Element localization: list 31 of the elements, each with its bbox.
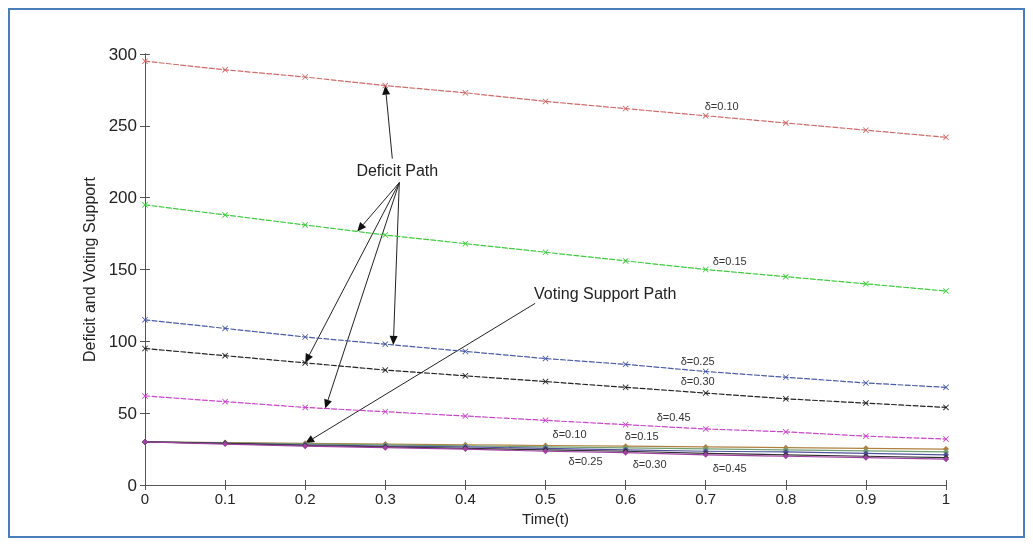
x-tick-label: 0.4	[454, 490, 476, 507]
annotation: δ=0.45	[656, 411, 691, 424]
annotation: δ=0.15	[624, 430, 659, 443]
y-tick-label: 100	[108, 331, 137, 351]
x-tick-label: 1	[941, 490, 951, 507]
y-tick-label: 300	[108, 44, 137, 64]
annotation: δ=0.45	[712, 462, 747, 475]
y-tick-label: 200	[108, 188, 137, 208]
annotation: Voting Support Path	[534, 284, 677, 302]
x-tick-label: 0.8	[775, 490, 797, 507]
y-axis-title: Deficit and Voting Support	[80, 176, 98, 363]
x-tick-label: 0.2	[294, 490, 316, 507]
annotation: δ=0.30	[632, 457, 667, 470]
annotation: Deficit Path	[356, 162, 439, 180]
y-tick-label: 250	[108, 116, 137, 136]
annotation: δ=0.10	[704, 100, 739, 113]
annotation: δ=0.25	[568, 455, 603, 468]
x-tick-label: 0.3	[374, 490, 396, 507]
annotation: δ=0.30	[680, 375, 715, 388]
x-axis-title: Time(t)	[522, 509, 569, 527]
x-tick-label: 0.9	[855, 490, 877, 507]
x-tick-label: 0.5	[535, 490, 556, 507]
annotation: δ=0.25	[680, 354, 715, 367]
annotation: δ=0.10	[552, 427, 587, 440]
x-tick-label: 0.7	[695, 490, 717, 507]
x-tick-label: 0.6	[615, 490, 637, 507]
annotation: δ=0.15	[712, 254, 747, 267]
y-tick-label: 50	[118, 403, 137, 423]
x-tick-label: 0.1	[214, 490, 236, 507]
x-tick-label: 0	[140, 490, 150, 507]
y-tick-label: 150	[108, 260, 137, 279]
